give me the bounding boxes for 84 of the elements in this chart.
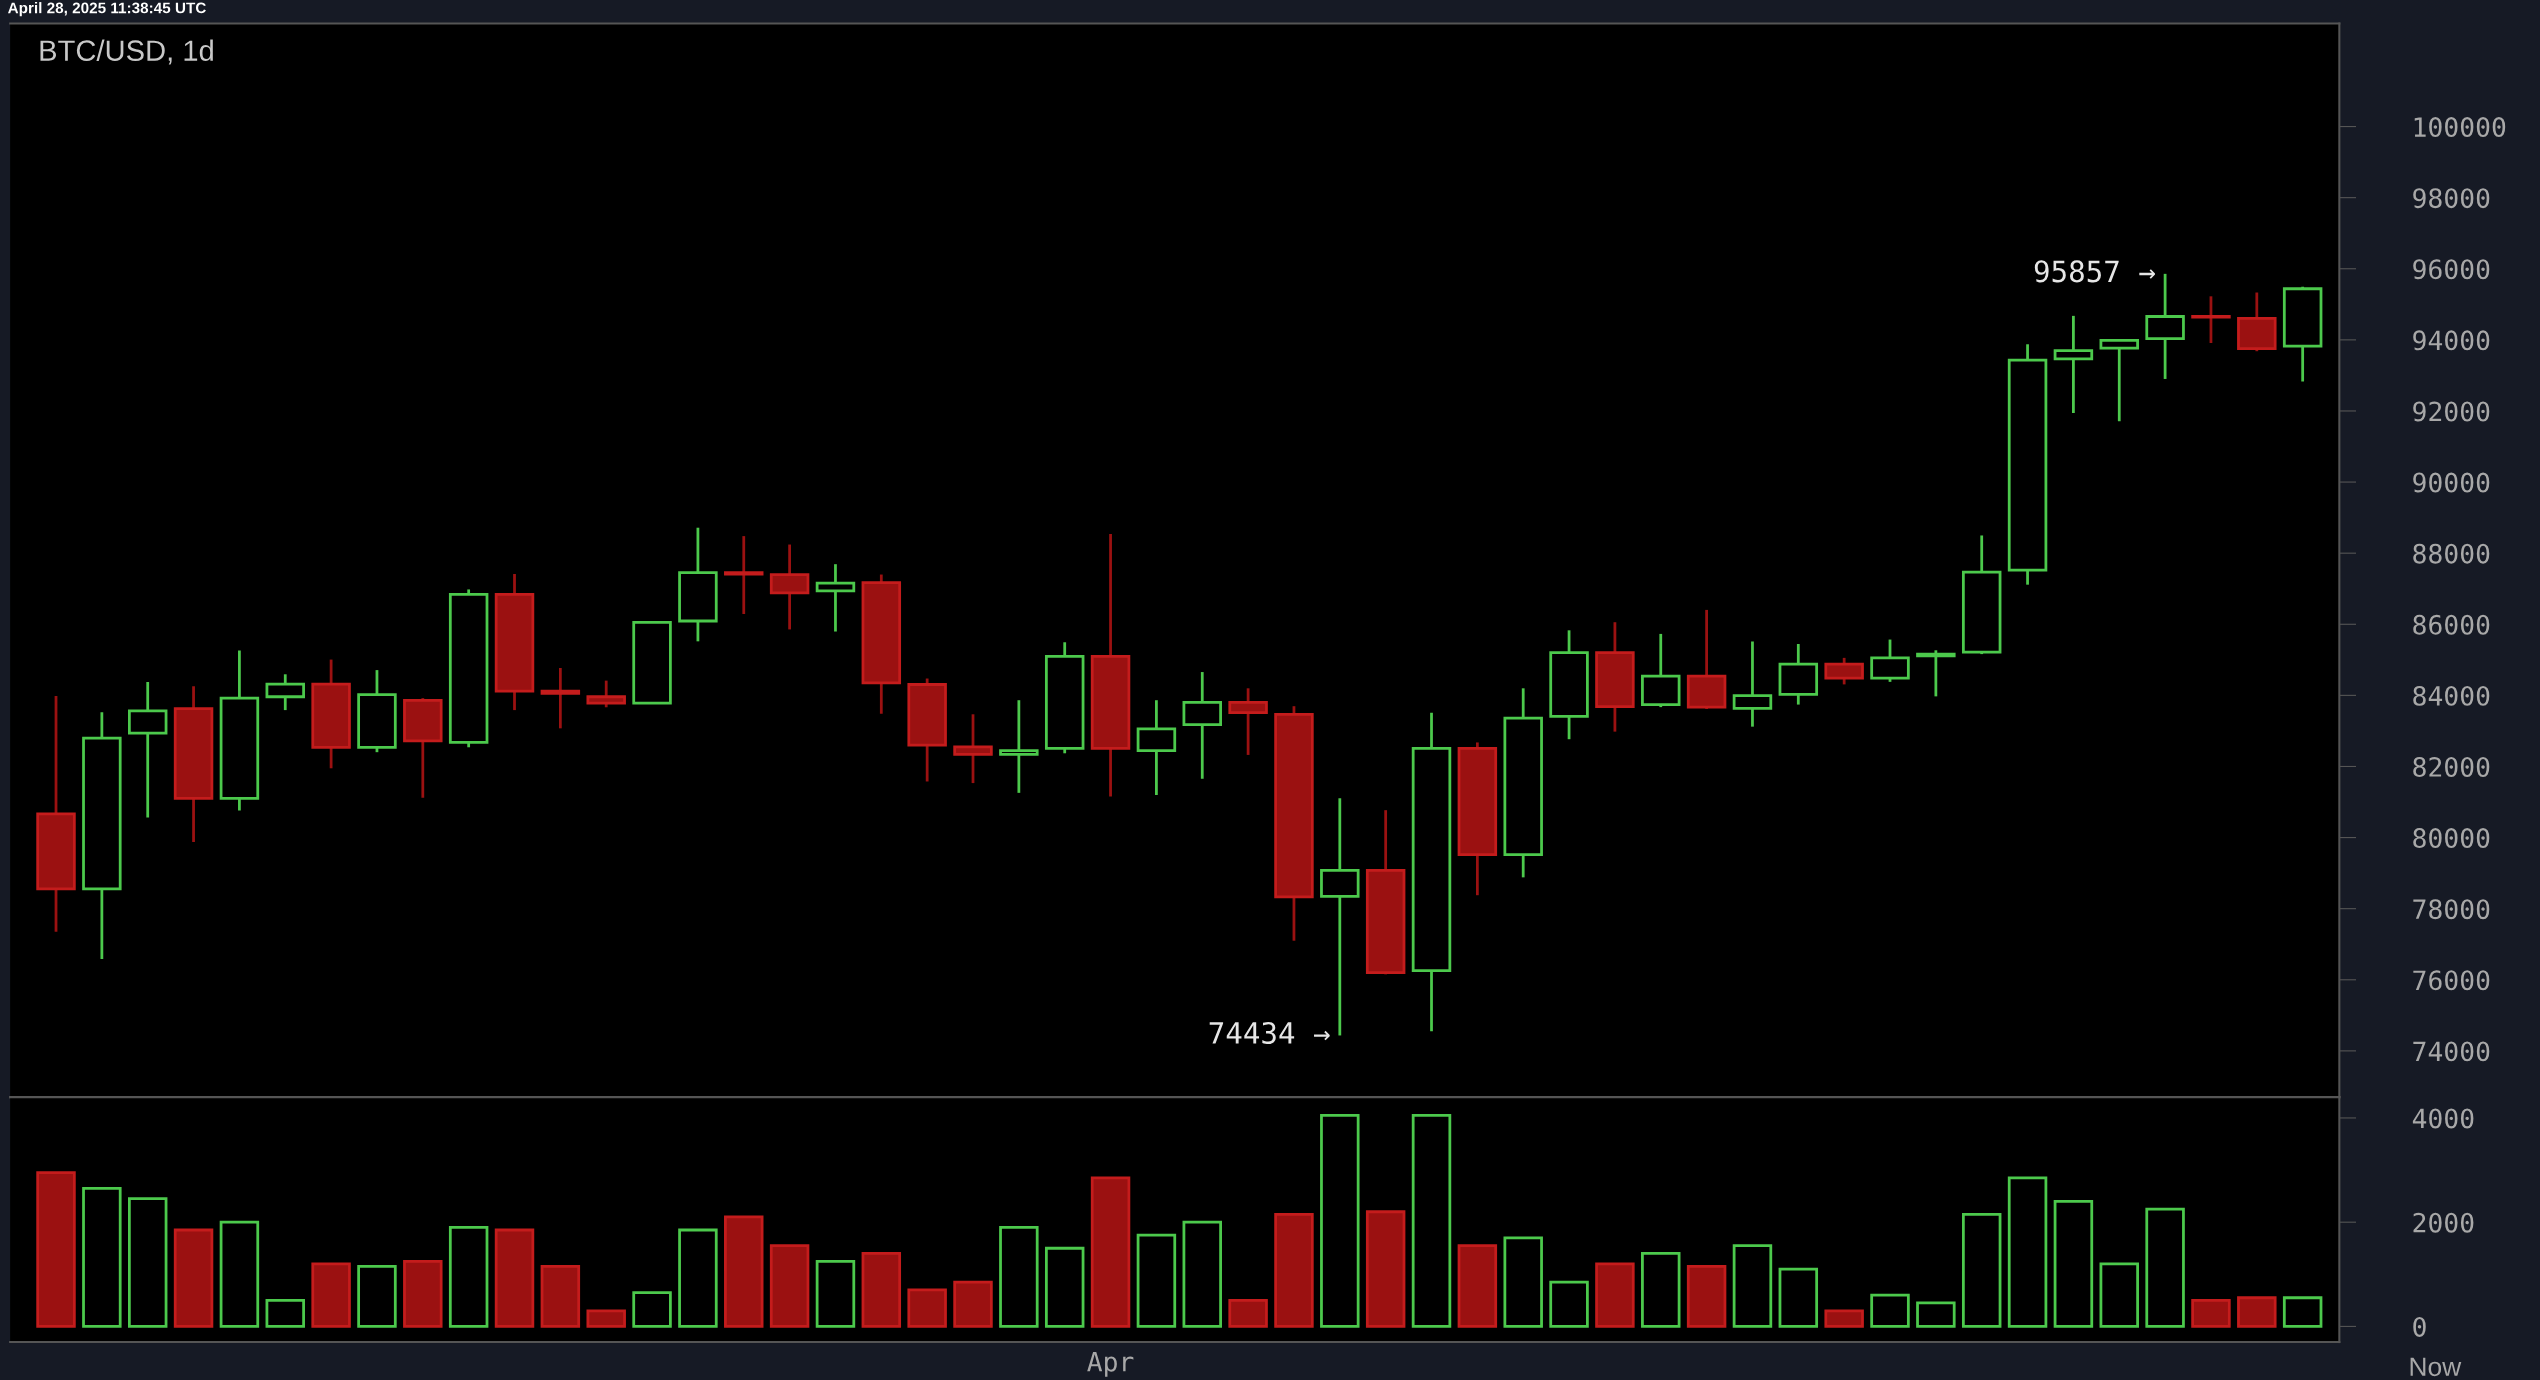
candlestick	[815, 562, 856, 633]
bar	[1365, 1210, 1406, 1328]
y-tick-label: 82000	[2413, 756, 2490, 777]
bar	[2282, 1296, 2323, 1328]
bar	[1824, 1309, 1864, 1328]
bar	[1732, 1244, 1773, 1328]
bar	[999, 1226, 1039, 1328]
bar	[36, 1171, 76, 1328]
bar	[1686, 1265, 1727, 1328]
candlestick	[953, 712, 993, 785]
bar	[1136, 1233, 1177, 1328]
bar	[173, 1228, 214, 1328]
bar	[632, 1291, 672, 1328]
y-tick-label: 90000	[2413, 472, 2490, 493]
bar	[82, 1186, 122, 1328]
bar	[724, 1215, 764, 1328]
bar	[1870, 1293, 1910, 1328]
y-tick-label: 94000	[2413, 330, 2490, 351]
y-tick-label: 80000	[2413, 828, 2490, 849]
bar	[769, 1244, 810, 1328]
bar	[1641, 1252, 1681, 1328]
bar	[357, 1265, 397, 1328]
bar	[494, 1228, 535, 1328]
bar	[1320, 1113, 1360, 1328]
y-tick-label: 0	[2413, 1316, 2426, 1337]
y-tick-label: 4000	[2412, 1108, 2474, 1129]
bar	[448, 1226, 489, 1328]
bar	[815, 1259, 856, 1328]
bar	[265, 1298, 305, 1328]
bar	[678, 1228, 718, 1328]
bar	[403, 1259, 443, 1328]
bar	[127, 1197, 168, 1328]
annotation: 95857 →	[2034, 260, 2155, 283]
y-tick-label: 84000	[2413, 685, 2490, 706]
candlestick	[999, 698, 1039, 795]
y-tick-label: 2000	[2413, 1212, 2474, 1233]
bar	[2007, 1176, 2048, 1328]
chart-title: BTC/USD, 1d	[40, 39, 213, 65]
bar	[1916, 1301, 1956, 1328]
y-tick-label: 98000	[2413, 188, 2490, 209]
y-tick-label: 86000	[2413, 614, 2490, 635]
bar	[953, 1280, 993, 1328]
bar	[861, 1252, 902, 1328]
bar	[1549, 1280, 1589, 1328]
bar	[1274, 1212, 1314, 1328]
bar	[1044, 1246, 1085, 1328]
candlestick	[724, 534, 764, 616]
bar	[586, 1309, 626, 1328]
bar	[2237, 1296, 2277, 1328]
x-tick-label: Apr	[1087, 1352, 1134, 1377]
bar	[1778, 1267, 1819, 1328]
text: Now	[2410, 1357, 2462, 1377]
bar	[1228, 1298, 1268, 1328]
candlestick	[2099, 338, 2139, 423]
bar	[907, 1288, 947, 1328]
bar	[1182, 1220, 1222, 1328]
bar	[1457, 1244, 1498, 1328]
bar	[1503, 1236, 1543, 1328]
text: April 28, 2025 11:38:45 UTC	[8, 2, 206, 17]
y-tick-label: 78000	[2413, 899, 2490, 920]
y-tick-label: 88000	[2413, 543, 2490, 564]
bar	[2099, 1262, 2139, 1328]
y-tick-label: 100000	[2414, 117, 2506, 138]
candlestick	[2191, 294, 2231, 345]
bar	[2145, 1207, 2185, 1328]
bar	[2053, 1199, 2094, 1328]
candlestick	[540, 666, 581, 730]
bar	[540, 1265, 581, 1328]
y-tick-label: 96000	[2413, 259, 2490, 280]
bar	[1595, 1262, 1635, 1328]
y-tick-label: 74000	[2413, 1041, 2490, 1062]
candlestick	[2053, 314, 2094, 415]
bar	[1090, 1176, 1131, 1328]
candlestick	[1916, 648, 1956, 698]
bar	[1961, 1212, 2002, 1328]
annotation: 74434 →	[1209, 1021, 1330, 1044]
bar	[2191, 1298, 2231, 1328]
candlestick	[586, 679, 626, 709]
bar	[219, 1220, 260, 1328]
y-tick-label: 92000	[2413, 401, 2490, 422]
candlestick	[1228, 686, 1268, 757]
bar	[1411, 1113, 1452, 1328]
y-tick-label: 76000	[2413, 970, 2490, 991]
bar	[311, 1262, 351, 1328]
